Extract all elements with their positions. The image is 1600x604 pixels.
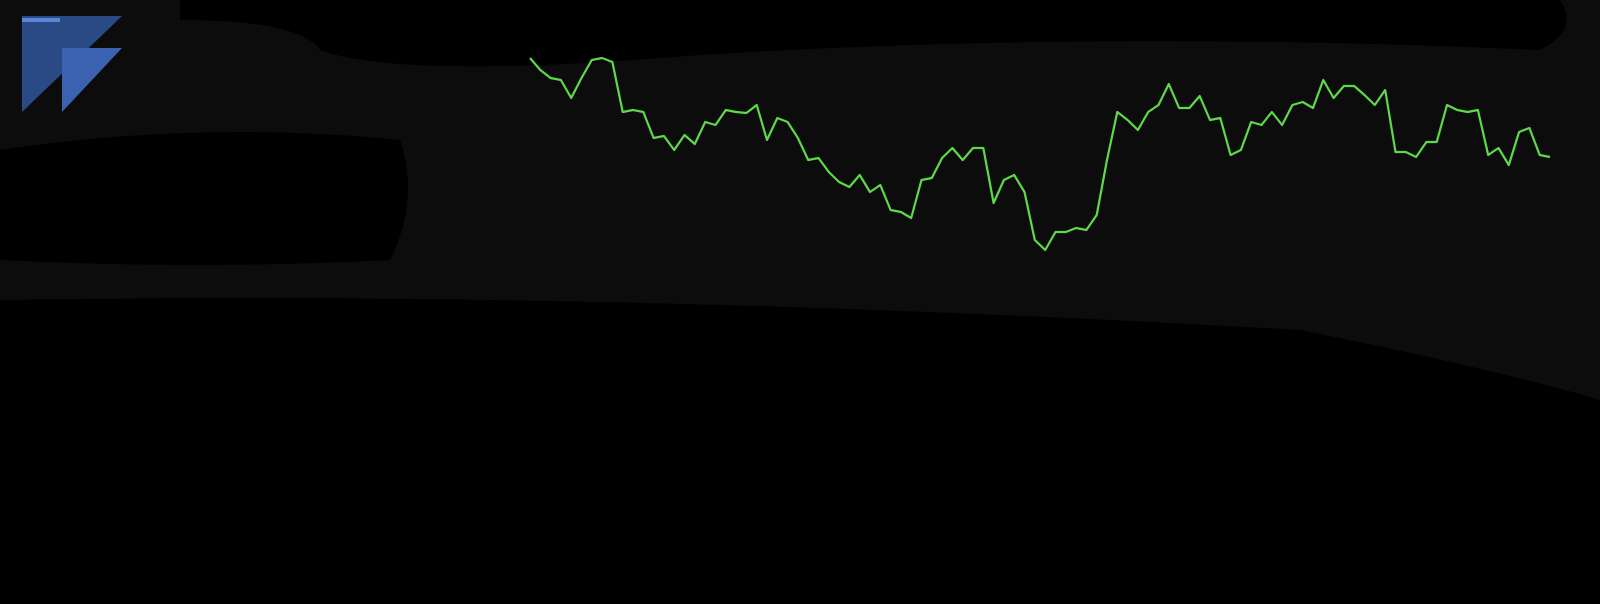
shadow [180, 0, 1567, 67]
logo-shape [62, 48, 122, 112]
logo [22, 16, 122, 112]
price-line [529, 56, 1551, 252]
logo-arrow [22, 18, 60, 22]
shadow [0, 298, 1600, 604]
shadow [0, 132, 408, 265]
